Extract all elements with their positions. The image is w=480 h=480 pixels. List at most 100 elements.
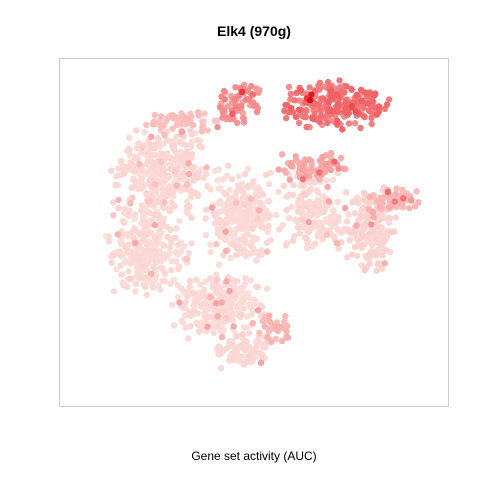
data-point (202, 308, 209, 316)
data-point (217, 219, 224, 227)
data-point (344, 218, 351, 225)
data-point (362, 89, 369, 96)
data-point (376, 203, 383, 211)
data-point (169, 112, 176, 119)
data-point (142, 219, 149, 226)
data-point (382, 247, 390, 254)
data-point (292, 113, 300, 120)
data-point (376, 229, 383, 237)
data-point (263, 285, 271, 292)
data-point (172, 234, 179, 241)
data-point (155, 282, 162, 289)
data-point (129, 194, 136, 201)
data-point (242, 274, 249, 282)
data-point (156, 170, 163, 177)
data-point (185, 159, 192, 167)
data-point (313, 187, 320, 194)
data-point (213, 288, 220, 296)
data-point (134, 268, 141, 276)
data-point (328, 107, 336, 115)
data-point (249, 320, 256, 327)
data-point (341, 89, 348, 96)
data-point (228, 355, 236, 362)
data-point (282, 101, 289, 109)
data-point (151, 145, 158, 152)
data-point (130, 168, 138, 175)
data-point (117, 238, 124, 245)
data-point (288, 203, 295, 211)
data-point (294, 224, 302, 231)
data-point (283, 328, 290, 335)
data-point (109, 199, 117, 206)
data-point (146, 168, 153, 176)
data-point (306, 84, 313, 91)
data-point (339, 126, 346, 133)
data-point (272, 335, 280, 343)
data-point (174, 241, 182, 249)
data-point (157, 158, 165, 165)
data-point (166, 154, 174, 162)
data-point (243, 324, 250, 331)
data-point (213, 323, 221, 330)
data-point (142, 257, 149, 264)
data-point (144, 241, 151, 248)
data-point (110, 288, 118, 295)
data-point (244, 87, 251, 94)
data-point (245, 231, 252, 238)
data-point (366, 260, 373, 267)
data-point (266, 312, 273, 319)
data-point (239, 88, 246, 96)
data-point (220, 87, 228, 95)
data-point (137, 149, 144, 157)
data-point (208, 204, 216, 211)
data-point (155, 136, 162, 144)
data-point (174, 293, 182, 301)
data-point (112, 182, 119, 189)
data-point (125, 212, 133, 220)
data-point (287, 162, 295, 170)
data-point (348, 103, 356, 110)
data-point (297, 87, 305, 94)
data-point (201, 300, 208, 307)
data-point (263, 239, 271, 246)
data-point (147, 217, 154, 224)
data-point (171, 168, 179, 175)
data-point (142, 283, 149, 291)
data-point (282, 242, 290, 249)
data-point (186, 283, 194, 291)
data-point (383, 101, 391, 108)
data-point (341, 204, 349, 212)
data-point (146, 248, 153, 255)
data-point (145, 150, 152, 157)
data-point (351, 210, 359, 217)
data-point (178, 128, 186, 135)
data-point (215, 185, 222, 192)
data-point (265, 180, 273, 188)
data-point (259, 354, 266, 361)
data-point (160, 204, 168, 211)
data-point (368, 114, 375, 122)
data-point (176, 138, 183, 146)
data-point (184, 293, 191, 300)
data-point (189, 151, 196, 158)
data-point (164, 233, 171, 241)
data-point (150, 284, 157, 291)
data-point (374, 223, 381, 230)
data-point (143, 121, 150, 129)
data-point (115, 196, 122, 204)
data-point (351, 243, 359, 250)
data-point (360, 104, 367, 112)
data-point (241, 280, 249, 288)
data-point (327, 166, 335, 174)
data-point (399, 186, 406, 193)
data-point (334, 213, 342, 221)
data-point (342, 104, 350, 112)
data-point (131, 250, 138, 257)
data-point (266, 326, 274, 334)
data-point (142, 224, 149, 231)
data-point (109, 252, 117, 259)
data-point (327, 87, 335, 94)
data-point (207, 241, 214, 248)
data-point (203, 314, 211, 321)
data-point (202, 278, 209, 286)
